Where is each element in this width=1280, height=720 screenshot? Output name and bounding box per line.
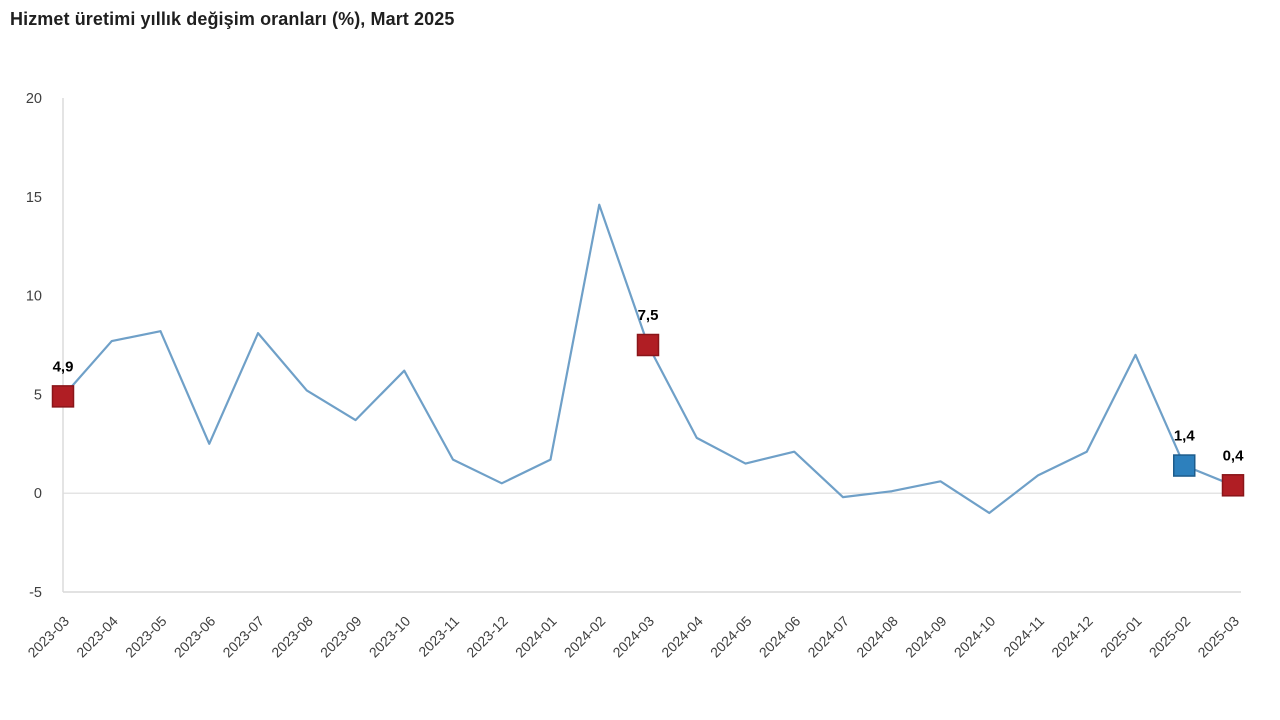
x-tick-label: 2023-07 [219,613,267,661]
data-label: 4,9 [53,358,74,375]
highlight-marker [51,385,75,408]
data-label: 0,4 [1223,447,1245,464]
x-tick-label: 2024-09 [902,613,950,661]
x-tick-label: 2023-09 [317,613,365,661]
x-tick-label: 2023-03 [24,613,72,661]
x-tick-label: 2024-02 [561,613,609,661]
x-tick-label: 2023-06 [171,613,219,661]
x-tick-label: 2023-04 [73,613,121,661]
x-tick-label: 2024-12 [1048,613,1096,661]
x-tick-label: 2024-07 [804,613,852,661]
x-tick-label: 2024-08 [853,613,901,661]
data-label: 7,5 [638,307,659,324]
x-tick-label: 2024-05 [707,613,755,661]
highlight-marker [1173,454,1196,477]
x-tick-label: 2025-01 [1097,613,1145,661]
x-tick-label: 2025-02 [1146,613,1194,661]
x-tick-label: 2024-01 [512,613,560,661]
x-tick-label: 2024-04 [658,613,706,661]
y-tick-label: 0 [34,486,42,502]
x-tick-label: 2024-11 [1000,613,1047,660]
y-tick-label: 5 [34,387,42,403]
x-tick-label: 2023-10 [366,613,414,661]
y-tick-label: -5 [29,585,42,601]
data-label: 1,4 [1174,428,1196,445]
x-tick-label: 2024-03 [609,613,657,661]
highlight-marker [636,333,660,357]
x-tick-label: 2023-12 [463,613,511,661]
y-tick-label: 15 [26,190,42,206]
x-tick-label: 2023-05 [122,613,170,661]
x-tick-label: 2024-10 [951,613,999,661]
y-tick-label: 10 [26,289,42,305]
chart-title: Hizmet üretimi yıllık değişim oranları (… [10,9,455,29]
x-tick-label: 2023-11 [415,613,462,660]
x-tick-label: 2024-06 [756,613,804,661]
highlight-marker [1221,474,1245,497]
series-line [61,203,1235,515]
x-tick-label: 2025-03 [1194,613,1242,661]
y-tick-label: 20 [26,91,42,107]
x-tick-label: 2023-08 [268,613,316,661]
